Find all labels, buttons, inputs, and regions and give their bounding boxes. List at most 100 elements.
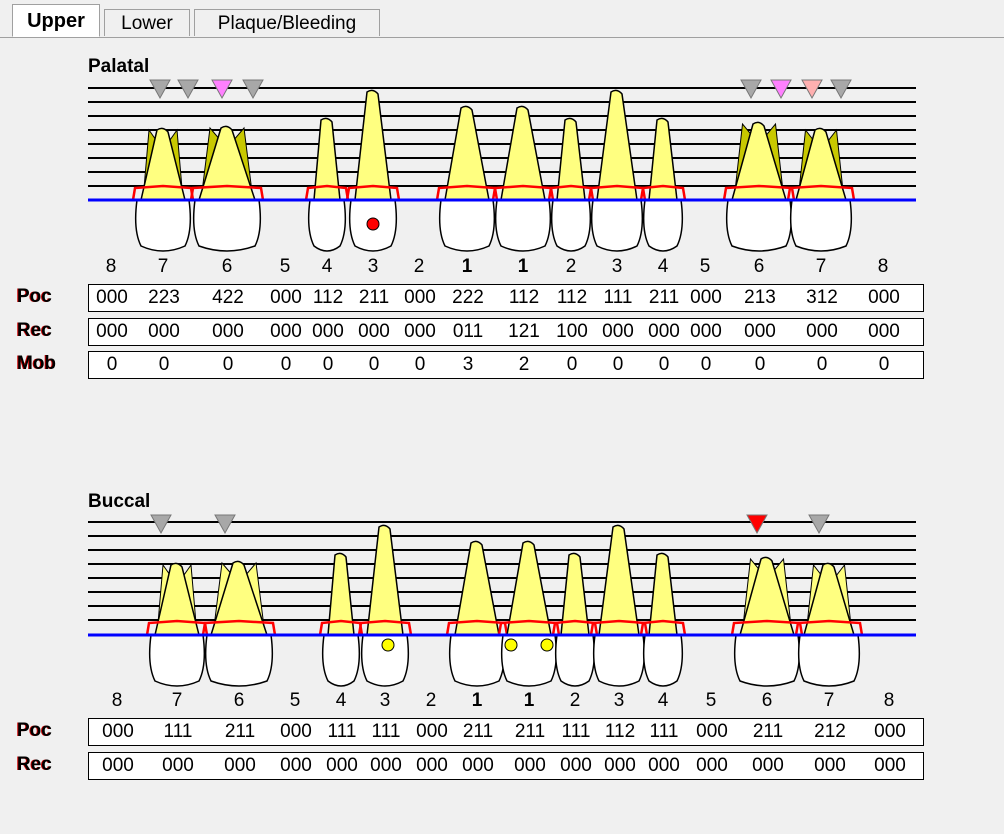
tab-plaque-bleeding[interactable]: Plaque/Bleeding [194,9,380,36]
cell-value[interactable]: 121 [508,321,540,342]
cell-value[interactable]: 0 [658,354,670,375]
row-rec[interactable]: 000 000 000 000 000 000 000 000 000 000 000 000 000 0… [88,752,924,780]
cell-value[interactable]: 000 [416,721,448,742]
tooth-palatal-1[interactable] [494,105,552,252]
cell-value[interactable]: 0 [322,354,334,375]
cell-value[interactable]: 000 [358,321,390,342]
tooth-buccal-4[interactable] [321,552,361,687]
marker-triangle-icon[interactable] [801,79,823,100]
row-poc[interactable]: 000 111 211 000 111 111 000 211 211 111 112 111 000 2… [88,718,924,746]
cell-value[interactable]: 000 [752,755,784,776]
cell-value[interactable]: 000 [270,287,302,308]
cell-value[interactable]: 000 [806,321,838,342]
tooth-buccal-3[interactable] [592,524,646,687]
marker-triangle-icon[interactable] [740,79,762,100]
cell-value[interactable]: 211 [462,721,494,742]
cell-value[interactable]: 000 [416,755,448,776]
cell-value[interactable]: 211 [358,287,390,308]
cell-value[interactable]: 111 [649,721,679,742]
marker-triangle-icon[interactable] [242,79,264,100]
marker-triangle-icon[interactable] [830,79,852,100]
cell-value[interactable]: 222 [452,287,484,308]
tooth-palatal-1[interactable] [438,105,496,252]
cell-value[interactable]: 000 [690,321,722,342]
tooth-palatal-4[interactable] [642,117,684,252]
cell-value[interactable]: 000 [868,321,900,342]
cell-value[interactable]: 0 [368,354,380,375]
cell-value[interactable]: 000 [868,287,900,308]
tab-lower[interactable]: Lower [104,9,190,36]
cell-value[interactable]: 223 [148,287,180,308]
cell-value[interactable]: 000 [514,755,546,776]
cell-value[interactable]: 212 [814,721,846,742]
tooth-palatal-3[interactable] [590,89,644,252]
cell-value[interactable]: 112 [604,721,636,742]
cell-value[interactable]: 000 [96,321,128,342]
cell-value[interactable]: 111 [371,721,401,742]
cell-value[interactable]: 000 [648,321,680,342]
row-mob[interactable]: 0 0 0 0 0 0 0 3 2 0 0 0 0 0 0 0 [88,351,924,379]
cell-value[interactable]: 0 [280,354,292,375]
tooth-palatal-7[interactable] [134,127,192,252]
cell-value[interactable]: 211 [752,721,784,742]
row-rec[interactable]: 000 000 000 000 000 000 000 011 121 100 000 000 000 0… [88,318,924,346]
cell-value[interactable]: 2 [518,354,530,375]
cell-value[interactable]: 000 [696,755,728,776]
tooth-buccal-6[interactable] [204,560,274,687]
cell-value[interactable]: 0 [612,354,624,375]
tab-upper[interactable]: Upper [12,4,100,37]
row-poc[interactable]: 000 223 422 000 112 211 000 222 112 112 111 211 000 2… [88,284,924,312]
cell-value[interactable]: 000 [326,755,358,776]
cell-value[interactable]: 0 [566,354,578,375]
cell-value[interactable]: 000 [874,755,906,776]
cell-value[interactable]: 000 [744,321,776,342]
cell-value[interactable]: 211 [224,721,256,742]
cell-value[interactable]: 0 [414,354,426,375]
cell-value[interactable]: 312 [806,287,838,308]
cell-value[interactable]: 000 [280,721,312,742]
tooth-buccal-4[interactable] [642,552,684,687]
cell-value[interactable]: 000 [162,755,194,776]
cell-value[interactable]: 111 [603,287,633,308]
cell-value[interactable]: 000 [602,321,634,342]
tooth-palatal-2[interactable] [550,117,592,252]
tooth-palatal-7[interactable] [789,127,853,252]
marker-triangle-icon[interactable] [150,514,172,535]
cell-value[interactable]: 000 [224,755,256,776]
cell-value[interactable]: 422 [212,287,244,308]
cell-value[interactable]: 000 [604,755,636,776]
cell-value[interactable]: 000 [102,755,134,776]
cell-value[interactable]: 0 [158,354,170,375]
tooth-palatal-6[interactable] [725,121,793,252]
cell-value[interactable]: 000 [102,721,134,742]
tooth-buccal-7[interactable] [148,562,206,687]
cell-value[interactable]: 0 [754,354,766,375]
cell-value[interactable]: 000 [462,755,494,776]
marker-triangle-icon[interactable] [770,79,792,100]
cell-value[interactable]: 000 [404,287,436,308]
tooth-buccal-6[interactable] [733,556,801,687]
tooth-palatal-3[interactable] [348,89,398,252]
cell-value[interactable]: 111 [327,721,357,742]
cell-value[interactable]: 000 [874,721,906,742]
cell-value[interactable]: 000 [404,321,436,342]
cell-value[interactable]: 112 [508,287,540,308]
cell-value[interactable]: 000 [280,755,312,776]
tooth-buccal-1[interactable] [448,540,506,687]
cell-value[interactable]: 0 [222,354,234,375]
cell-value[interactable]: 000 [312,321,344,342]
cell-value[interactable]: 011 [452,321,484,342]
cell-value[interactable]: 000 [212,321,244,342]
marker-triangle-icon[interactable] [149,79,171,100]
cell-value[interactable]: 000 [696,721,728,742]
cell-value[interactable]: 3 [462,354,474,375]
tooth-palatal-4[interactable] [307,117,347,252]
cell-value[interactable]: 000 [270,321,302,342]
cell-value[interactable]: 000 [814,755,846,776]
cell-value[interactable]: 0 [878,354,890,375]
cell-value[interactable]: 100 [556,321,588,342]
marker-triangle-icon[interactable] [177,79,199,100]
tooth-buccal-2[interactable] [554,552,596,687]
cell-value[interactable]: 0 [700,354,712,375]
tooth-palatal-6[interactable] [192,125,262,252]
